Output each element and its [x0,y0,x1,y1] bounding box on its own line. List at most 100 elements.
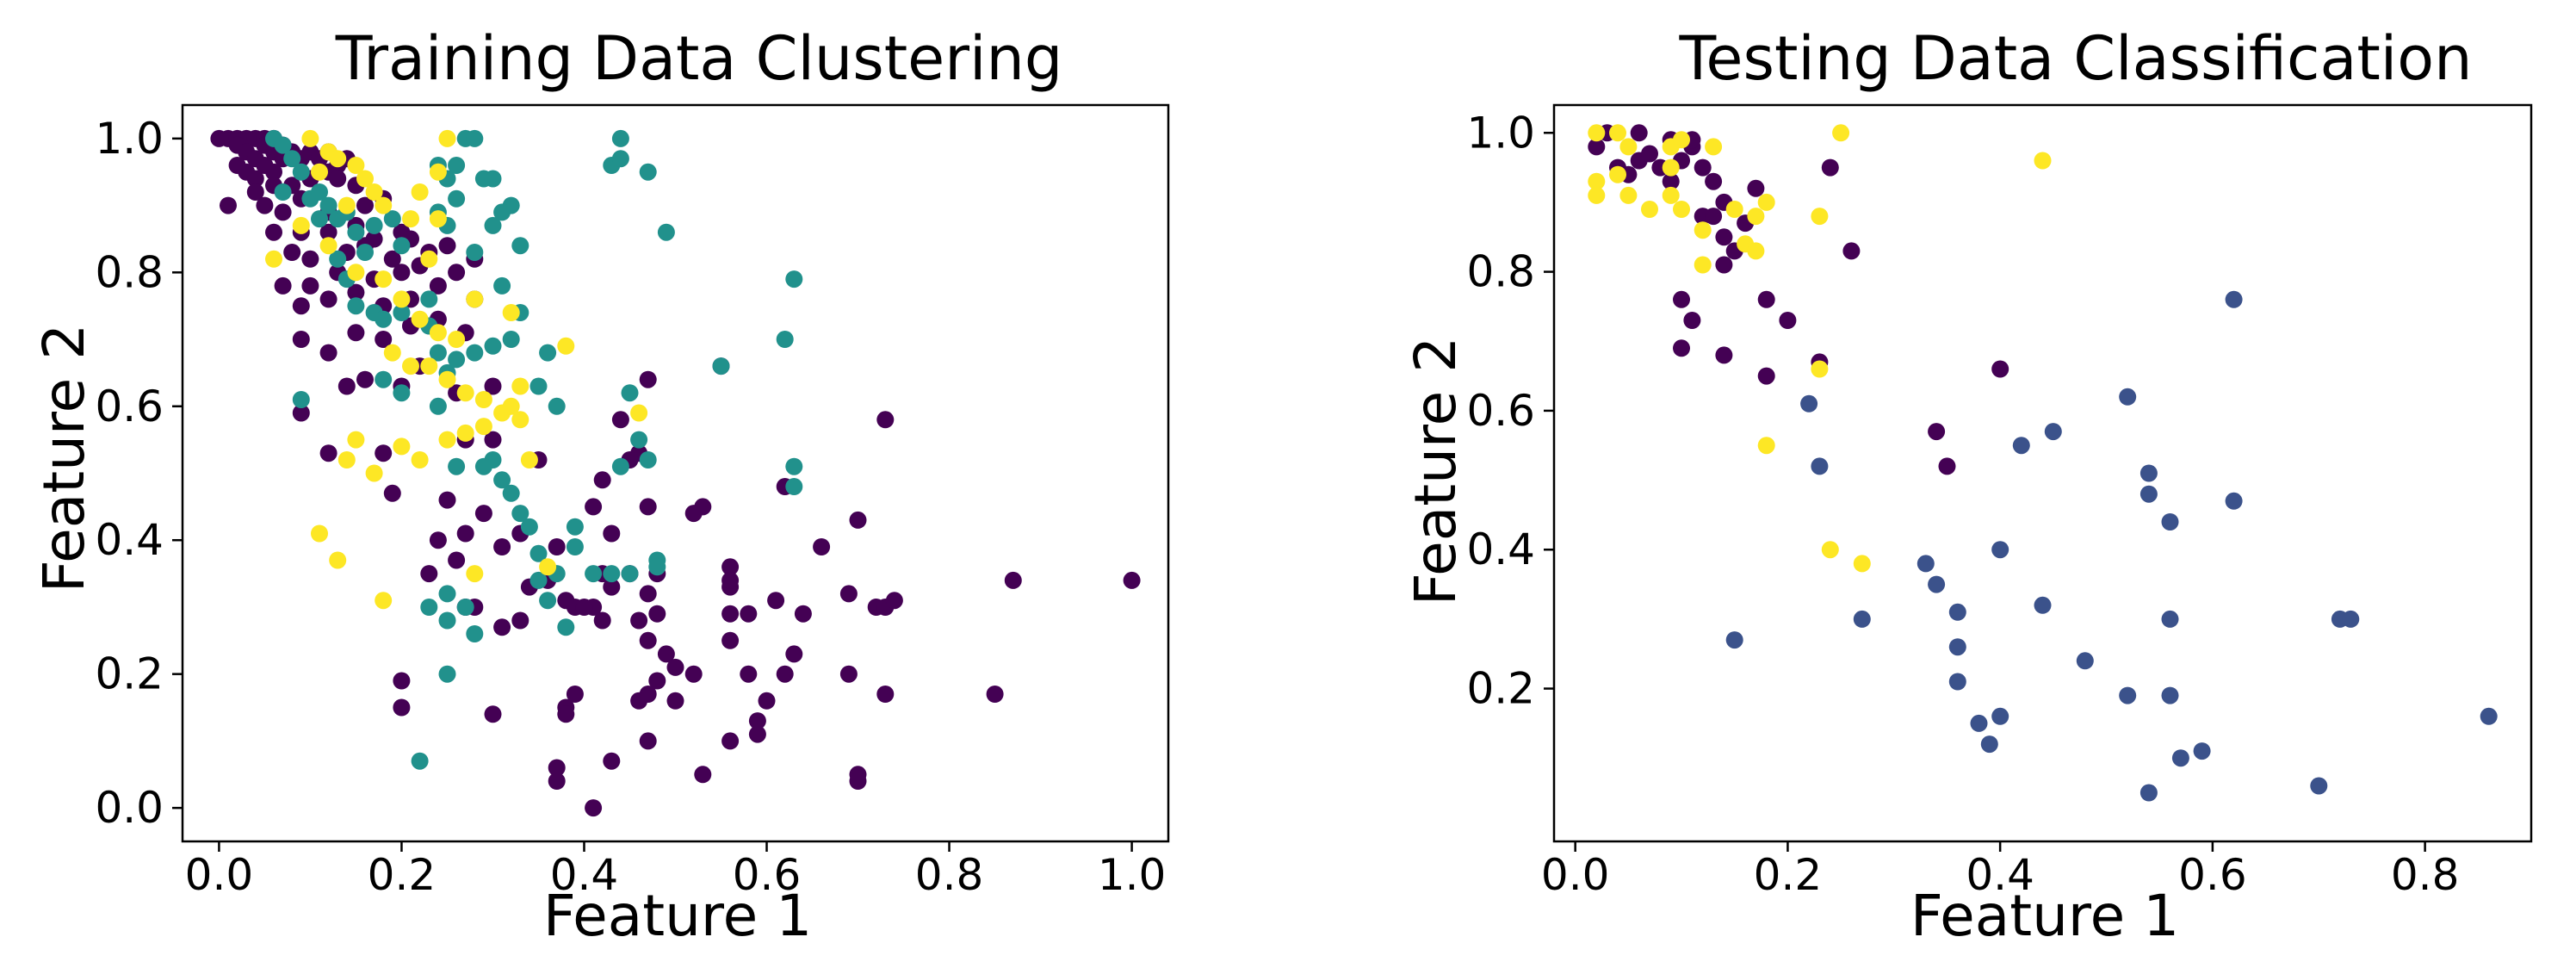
cluster-1-point [466,244,484,261]
cluster-1-point [557,618,575,636]
cluster-0-point [246,183,264,201]
class-1-point [2225,290,2243,308]
cluster-0-point [593,471,611,489]
class-1-point [2012,437,2030,455]
cluster-0-point [246,170,264,188]
cluster-0-point [347,324,365,342]
class-1-point [1948,673,1966,691]
class-1-point [1800,394,1818,413]
cluster-1-point [375,370,393,388]
cluster-0-point [274,203,292,221]
class-0-point [1715,228,1733,246]
class-0-point [1630,124,1648,142]
class-1-point [2119,686,2137,704]
cluster-0-point [639,732,657,750]
cluster-0-point [319,223,337,241]
class-1-point [1928,575,1946,593]
cluster-0-point [493,618,511,636]
cluster-1-point [438,665,456,683]
plot-frame [1552,103,2533,843]
y-tick-label: 0.4 [95,515,164,565]
cluster-0-point [657,645,675,663]
points-layer [1588,124,2498,802]
cluster-0-point [593,611,611,630]
cluster-0-point [611,411,629,429]
class-2-point [1811,360,1829,378]
cluster-1-point [621,565,639,583]
cluster-2-point [511,411,529,429]
class-1-point [1991,707,2009,725]
x-axis-label: Feature 1 [1910,883,2179,949]
cluster-2-point [375,196,393,214]
cluster-2-point [456,424,474,442]
cluster-0-point [849,511,867,529]
cluster-2-point [502,304,520,321]
cluster-2-point [329,150,347,168]
x-tick-label: 0.2 [1754,850,1823,900]
class-0-point [1588,138,1606,156]
class-1-point [2139,485,2158,503]
cluster-0-point [876,411,895,429]
cluster-1-point [511,505,529,523]
ticks-layer: 0.0 0.2 0.4 0.6 0.8 1.0 0.0 0.2 0.4 0.6 0.8 1.0 [95,114,1166,900]
class-1-point [1725,631,1743,649]
cluster-0-point [484,705,502,723]
cluster-1-point [785,457,803,475]
cluster-2-point [319,237,337,255]
cluster-1-point [274,136,292,154]
cluster-2-point [347,264,365,282]
class-0-point [1747,179,1765,197]
class-0-point [1705,208,1723,226]
cluster-0-point [986,686,1004,703]
class-1-point [2119,388,2137,406]
cluster-1-point [484,216,502,234]
cluster-2-point [411,183,429,201]
cluster-0-point [393,264,411,282]
cluster-1-point [448,189,466,208]
cluster-1-point [319,196,337,214]
cluster-0-point [301,250,319,268]
cluster-1-point [484,337,502,355]
cluster-0-point [794,605,812,623]
class-1-point [2161,686,2179,704]
cluster-1-point [456,599,474,616]
cluster-0-point [639,498,657,516]
cluster-2-point [301,129,319,147]
class-2-point [1673,131,1690,149]
cluster-1-point [539,592,557,610]
cluster-1-point [420,290,438,308]
cluster-2-point [456,384,474,402]
cluster-1-point [393,237,411,255]
cluster-2-point [356,170,374,188]
cluster-0-point [292,331,310,348]
class-1-point [2480,707,2498,725]
y-axis-label: Feature 2 [1403,337,1469,605]
class-0-point [1715,346,1733,364]
cluster-0-point [548,759,566,777]
cluster-2-point [292,216,310,234]
cluster-0-point [639,631,657,649]
cluster-0-point [639,585,657,603]
cluster-2-point [466,565,484,583]
cluster-1-point [375,310,393,328]
cluster-0-point [256,196,274,214]
class-0-point [1705,172,1723,190]
cluster-0-point [721,558,740,576]
y-tick-label: 1.0 [95,114,164,164]
class-0-point [1673,290,1690,308]
class-1-point [1811,457,1829,475]
points-layer [210,129,1141,817]
cluster-1-point [611,457,629,475]
testing-chart: Testing Data Classification 0.0 0.2 0.4 0.6… [1403,23,2533,949]
cluster-1-point [365,216,383,234]
cluster-0-point [585,498,603,516]
cluster-2-point [375,270,393,289]
cluster-1-point [639,163,657,181]
cluster-1-point [438,611,456,630]
class-1-point [1917,555,1935,573]
cluster-1-point [648,558,666,576]
class-0-point [1928,423,1946,441]
cluster-0-point [639,370,657,388]
cluster-1-point [511,237,529,255]
cluster-0-point [566,686,584,703]
